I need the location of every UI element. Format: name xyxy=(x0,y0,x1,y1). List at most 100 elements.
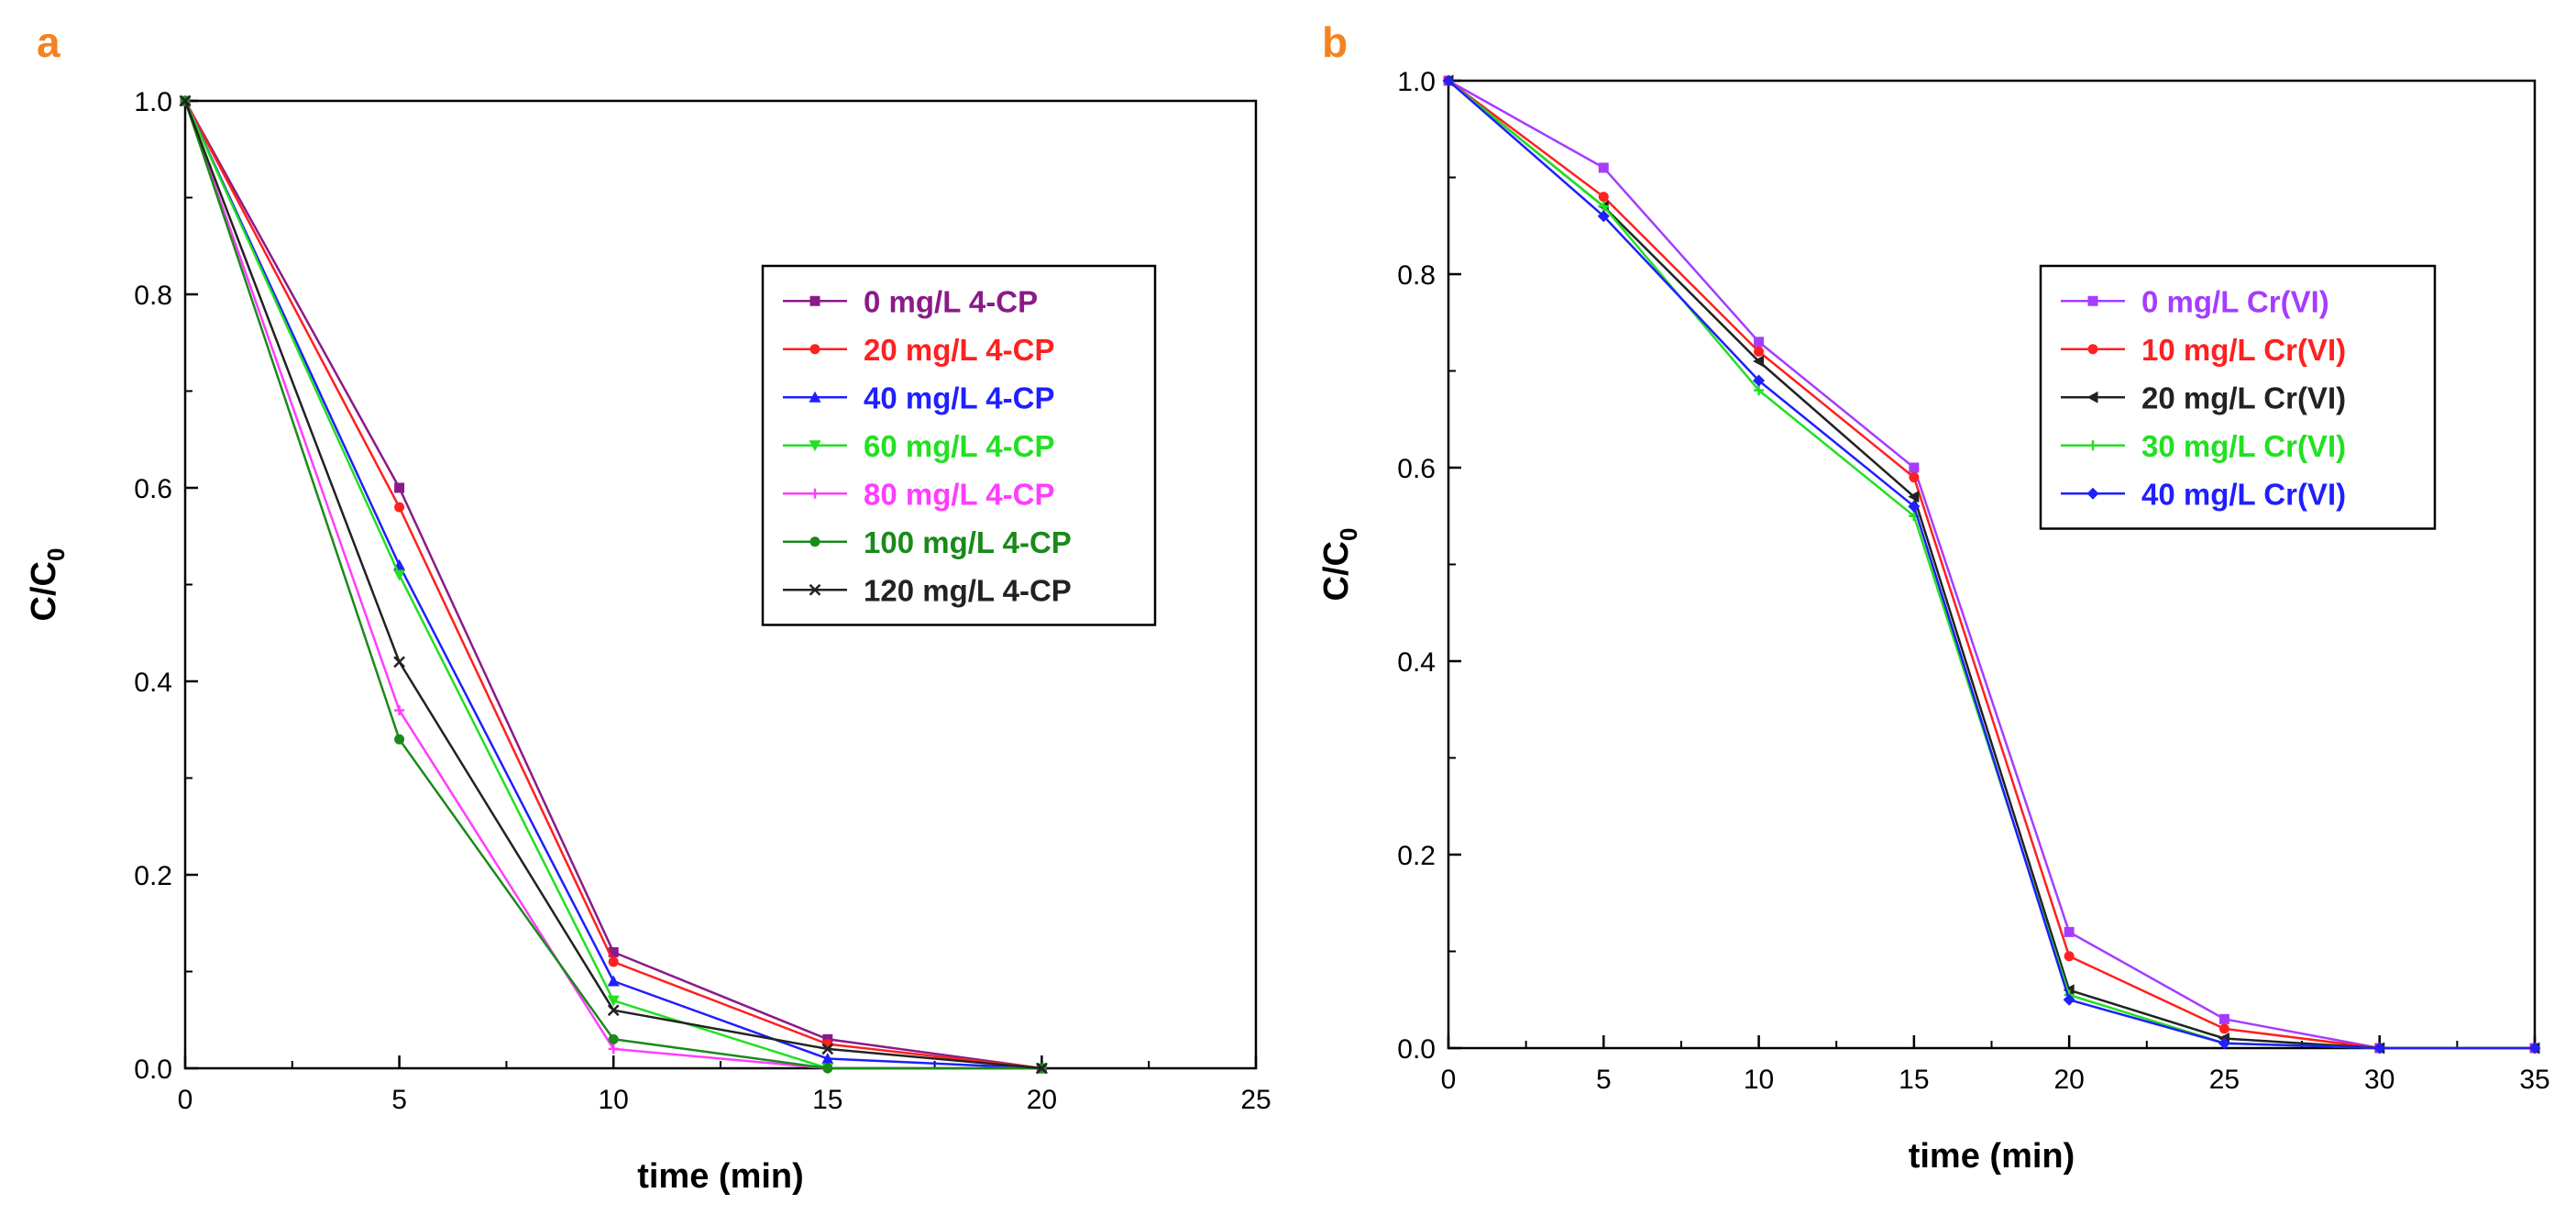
data-point xyxy=(393,656,405,668)
y-tick-label: 0.2 xyxy=(134,861,172,891)
data-point xyxy=(822,1063,833,1074)
data-point xyxy=(394,705,405,716)
data-point xyxy=(1598,192,1609,203)
data-point xyxy=(1597,210,1610,223)
data-point xyxy=(608,946,619,957)
x-tick-label: 0 xyxy=(1441,1065,1457,1095)
legend-label: 40 mg/L 4-CP xyxy=(864,381,1054,414)
data-point xyxy=(394,734,405,745)
data-point xyxy=(394,502,405,513)
legend-marker xyxy=(2087,344,2098,355)
y-tick-label: 0.8 xyxy=(1397,260,1436,291)
legend-marker xyxy=(2087,440,2098,451)
y-axis-title: C/C0 xyxy=(1317,528,1362,602)
legend-marker xyxy=(2086,391,2098,403)
x-tick-label: 5 xyxy=(1596,1065,1612,1095)
legend-entry: 0 mg/L 4-CP xyxy=(783,284,1038,318)
data-point xyxy=(1909,462,1920,473)
data-point xyxy=(607,1004,620,1017)
data-point xyxy=(2373,1042,2386,1055)
y-tick-label: 0.0 xyxy=(134,1055,172,1085)
data-point xyxy=(607,975,620,987)
data-point xyxy=(1754,385,1765,396)
legend-entry: 30 mg/L Cr(VI) xyxy=(2061,429,2346,463)
y-tick-label: 0.4 xyxy=(1397,647,1436,678)
data-point xyxy=(821,1043,834,1055)
data-point xyxy=(1908,491,1920,503)
y-tick-label: 0.6 xyxy=(1397,454,1436,484)
x-tick-label: 25 xyxy=(2209,1065,2240,1095)
y-tick-label: 0.0 xyxy=(1397,1034,1436,1065)
y-tick-label: 0.6 xyxy=(134,474,172,504)
y-tick-label: 0.2 xyxy=(1397,841,1436,871)
legend-entry: 100 mg/L 4-CP xyxy=(783,525,1072,559)
data-point xyxy=(2218,1037,2230,1050)
data-point xyxy=(1036,1062,1048,1075)
data-point xyxy=(1909,472,1920,483)
legend-entry: 40 mg/L 4-CP xyxy=(783,381,1054,414)
legend-entry: 0 mg/L Cr(VI) xyxy=(2061,284,2329,318)
x-tick-label: 15 xyxy=(1899,1065,1929,1095)
data-point xyxy=(179,94,192,107)
series-1 xyxy=(1443,75,2540,1054)
series-5 xyxy=(1442,74,2541,1055)
legend-label: 40 mg/L Cr(VI) xyxy=(2141,477,2346,511)
series-line xyxy=(1448,79,2535,1050)
legend-label: 20 mg/L 4-CP xyxy=(864,333,1054,367)
x-tick-label: 20 xyxy=(2053,1065,2084,1095)
legend-marker xyxy=(809,583,821,596)
data-point xyxy=(1908,500,1921,513)
legend-marker xyxy=(809,440,821,452)
legend-entry: 20 mg/L 4-CP xyxy=(783,333,1054,367)
data-point xyxy=(1754,346,1765,357)
x-tick-label: 5 xyxy=(391,1085,407,1115)
data-point xyxy=(1754,337,1765,348)
legend-label: 100 mg/L 4-CP xyxy=(864,525,1072,559)
legend-marker xyxy=(2087,295,2098,306)
series-7 xyxy=(179,94,1048,1075)
data-point xyxy=(1753,355,1765,368)
legend-marker xyxy=(809,391,821,403)
x-tick-label: 10 xyxy=(599,1085,629,1115)
y-tick-label: 0.8 xyxy=(134,281,172,311)
legend-label: 0 mg/L Cr(VI) xyxy=(2141,284,2329,318)
series-2 xyxy=(1443,75,2540,1054)
data-point xyxy=(2064,926,2075,937)
data-point xyxy=(2218,1023,2229,1034)
series-3 xyxy=(1442,74,2540,1055)
series-4 xyxy=(1443,75,2540,1054)
x-tick-label: 10 xyxy=(1744,1065,1774,1095)
panel-label-a: a xyxy=(37,18,61,66)
x-axis-title: time (min) xyxy=(1909,1137,2075,1176)
panel-label-b: b xyxy=(1322,18,1348,66)
legend-entry: 20 mg/L Cr(VI) xyxy=(2061,381,2346,414)
x-tick-label: 0 xyxy=(178,1085,193,1115)
legend-marker xyxy=(809,488,820,499)
data-point xyxy=(1598,201,1609,212)
legend-label: 30 mg/L Cr(VI) xyxy=(2141,429,2346,463)
data-point xyxy=(608,1044,619,1055)
legend-label: 20 mg/L Cr(VI) xyxy=(2141,381,2346,414)
legend-marker xyxy=(809,536,820,547)
legend-label: 80 mg/L 4-CP xyxy=(864,477,1054,511)
legend-marker xyxy=(809,344,820,355)
x-tick-label: 30 xyxy=(2364,1065,2394,1095)
chart-panel-a: a 0 5 10 15 20 25 0.0 0.2 0.4 0.6 0.8 1.0 time (min) C… xyxy=(25,18,1271,1196)
y-tick-label: 1.0 xyxy=(134,87,172,117)
data-point xyxy=(608,956,619,967)
series-line xyxy=(1448,80,2535,1050)
legend: 0 mg/L 4-CP 20 mg/L 4-CP 40 mg/L 4-CP 60 mg… xyxy=(761,264,1157,626)
x-tick-label: 25 xyxy=(1240,1085,1271,1115)
data-point xyxy=(2064,951,2075,962)
chart-panel-b: b 0 5 10 15 20 25 30 35 0.0 0.2 0.4 0.6 0.8 1.0 time (m… xyxy=(1317,18,2550,1176)
legend-entry: 80 mg/L 4-CP xyxy=(783,477,1054,511)
data-point xyxy=(821,1052,834,1064)
x-tick-label: 35 xyxy=(2519,1065,2549,1095)
data-point xyxy=(2528,1042,2541,1055)
data-point xyxy=(608,1033,619,1044)
y-axis-title: C/C0 xyxy=(25,548,70,622)
data-point xyxy=(1442,74,1455,87)
y-tick-label: 0.4 xyxy=(134,668,172,698)
legend-label: 60 mg/L 4-CP xyxy=(864,429,1054,463)
